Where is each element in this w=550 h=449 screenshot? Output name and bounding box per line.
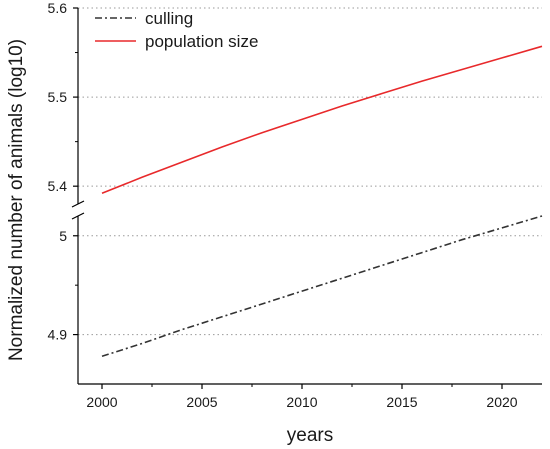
legend-label-culling: culling	[145, 9, 193, 28]
x-tick-label: 2015	[386, 394, 417, 410]
y-tick-label: 5	[59, 228, 67, 244]
x-axis-title: years	[287, 425, 333, 446]
x-tick-label: 2005	[186, 394, 217, 410]
axes	[71, 7, 542, 389]
x-tick-label: 2010	[286, 394, 317, 410]
tick-labels: 5.4 5.5 5.6 4.9 5 2000 2005 2010 2015 2020	[48, 0, 518, 410]
legend: culling population size	[95, 9, 258, 51]
series-line-culling	[101, 215, 543, 358]
x-tick-label: 2000	[86, 394, 117, 410]
legend-label-population-size: population size	[145, 32, 258, 51]
axis-break-mark-lower	[71, 212, 85, 220]
axis-break-mark-upper	[71, 200, 85, 208]
grid-lines	[78, 7, 542, 336]
y-tick-label: 5.5	[48, 89, 68, 105]
series-line-population-size	[101, 45, 543, 195]
y-tick-label: 5.6	[48, 0, 68, 16]
y-tick-label: 5.4	[48, 178, 68, 194]
y-tick-label: 4.9	[48, 327, 68, 343]
series-lines	[101, 45, 543, 358]
x-tick-label: 2020	[486, 394, 517, 410]
y-axis-title: Normalized number of animals (log10)	[6, 39, 27, 361]
